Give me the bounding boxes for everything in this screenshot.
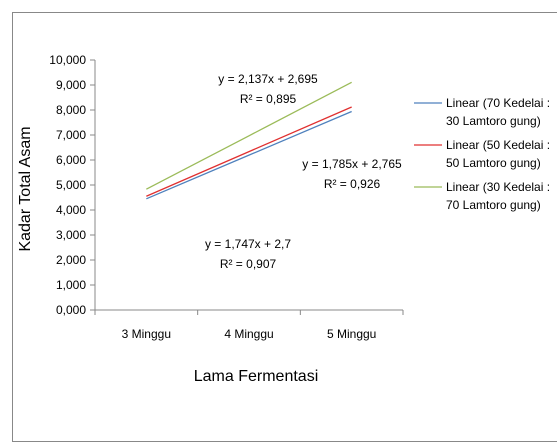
trendline-equations: y = 1,747x + 2,7 R² = 0,907 y = 1,785x + 2… xyxy=(205,72,402,271)
y-tick-label: 7,000 xyxy=(56,128,86,142)
trendline-equation: y = 1,747x + 2,7 xyxy=(205,237,291,251)
x-tick-label: 3 Minggu xyxy=(122,327,171,341)
y-tick-label: 9,000 xyxy=(56,78,86,92)
legend: Linear (70 Kedelai : 30 Lamtoro gung) Line… xyxy=(414,96,550,212)
legend-label: 50 Lamtoro gung) xyxy=(446,156,541,170)
y-tick-label: 0,000 xyxy=(56,303,86,317)
legend-label: 30 Lamtoro gung) xyxy=(446,114,541,128)
y-tick-label: 4,000 xyxy=(56,203,86,217)
legend-label: 70 Lamtoro gung) xyxy=(446,198,541,212)
y-tick-label: 6,000 xyxy=(56,153,86,167)
trendline-r2: R² = 0,926 xyxy=(324,177,381,191)
x-tick-label: 4 Minggu xyxy=(224,327,273,341)
legend-label: Linear (50 Kedelai : xyxy=(446,138,550,152)
y-tick-label: 1,000 xyxy=(56,278,86,292)
y-tick-label: 3,000 xyxy=(56,228,86,242)
y-tick-label: 5,000 xyxy=(56,178,86,192)
plot-area: 0,000 1,000 2,000 3,000 4,000 5,000 6,000 7,000… xyxy=(49,53,404,341)
x-tick-label: 5 Minggu xyxy=(327,327,376,341)
chart: 0,000 1,000 2,000 3,000 4,000 5,000 6,000 7,000… xyxy=(17,53,550,385)
trendline-equation: y = 2,137x + 2,695 xyxy=(218,72,318,86)
y-tick-label: 10,000 xyxy=(49,53,86,67)
x-axis-title: Lama Fermentasi xyxy=(194,368,319,385)
series-line-1 xyxy=(146,110,352,200)
trendline-r2: R² = 0,907 xyxy=(220,257,277,271)
y-axis-title: Kadar Total Asam xyxy=(17,126,34,251)
trendline-equation: y = 1,785x + 2,765 xyxy=(302,157,402,171)
series-line-2 xyxy=(146,106,352,197)
legend-label: Linear (70 Kedelai : xyxy=(446,96,550,110)
series-line-3 xyxy=(146,81,352,190)
y-tick-label: 2,000 xyxy=(56,253,86,267)
legend-label: Linear (30 Kedelai : xyxy=(446,180,550,194)
y-tick-label: 8,000 xyxy=(56,103,86,117)
trendline-r2: R² = 0,895 xyxy=(240,92,297,106)
